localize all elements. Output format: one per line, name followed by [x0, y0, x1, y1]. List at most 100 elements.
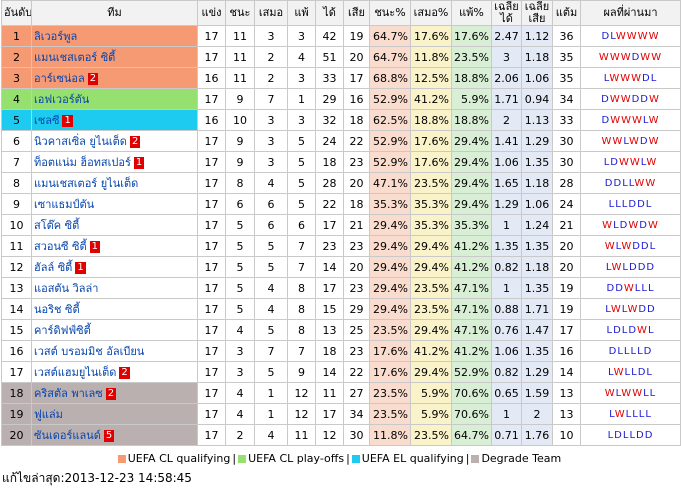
team-cell[interactable]: แอสตัน วิลล่า	[31, 277, 198, 299]
team-cell[interactable]: เวสต์ บรอมมิช อัลเบียน	[31, 340, 198, 362]
avg-against-cell: 0.94	[521, 88, 553, 110]
team-link[interactable]: เวสต์ บรอมมิช อัลเบียน	[34, 345, 145, 358]
team-link[interactable]: ลิเวอร์พูล	[34, 30, 78, 43]
team-link[interactable]: ฮัลล์ ซิตี้	[34, 261, 73, 274]
avg-for-cell: 3	[491, 46, 522, 68]
points-cell: 35	[552, 67, 581, 89]
header-goals-against[interactable]: เสีย	[343, 0, 370, 26]
header-drawn[interactable]: เสมอ	[254, 0, 288, 26]
drawn-cell: 4	[254, 172, 288, 194]
win-pct-cell: 35.3%	[369, 193, 411, 215]
team-link[interactable]: แมนเชสเตอร์ ซิตี้	[34, 51, 116, 64]
team-link[interactable]: เซาแธมป์ตัน	[34, 198, 95, 211]
team-cell[interactable]: สวอนซี ซิตี้ 1	[31, 235, 198, 257]
team-cell[interactable]: เวสต์แฮมยูไนเต็ด 2	[31, 361, 198, 383]
points-cell: 20	[552, 256, 581, 278]
form-text: WLDWDW	[602, 219, 659, 231]
avg-for-cell: 0.71	[491, 424, 522, 446]
team-link[interactable]: อาร์เซน่อล	[34, 72, 85, 85]
table-row: 8 แมนเชสเตอร์ ยูไนเต็ด 17 8 4 5 28 20 47.1% 23.5%…	[1, 172, 681, 194]
header-lost[interactable]: แพ้	[287, 0, 316, 26]
loss-pct-cell: 64.7%	[451, 424, 492, 446]
team-cell[interactable]: ท็อตแน่ม ฮ็อทสเปอร์ 1	[31, 151, 198, 173]
team-cell[interactable]: อาร์เซน่อล 2	[31, 67, 198, 89]
loss-pct-cell: 18.8%	[451, 109, 492, 131]
table-row: 17 เวสต์แฮมยูไนเต็ด 2 17 3 5 9 14 22 17.6% 29.4% 52…	[1, 361, 681, 383]
team-cell[interactable]: ลิเวอร์พูล	[31, 25, 198, 47]
team-link[interactable]: แมนเชสเตอร์ ยูไนเต็ด	[34, 177, 139, 190]
header-loss-pct[interactable]: แพ้%	[451, 0, 492, 26]
team-link[interactable]: นิวคาสเซิ่ล ยูไนเต็ด	[34, 135, 127, 148]
team-link[interactable]: นอริช ซิตี้	[34, 303, 80, 316]
loss-pct-cell: 29.4%	[451, 151, 492, 173]
goals-against-cell: 29	[343, 298, 370, 320]
team-cell[interactable]: แมนเชสเตอร์ ยูไนเต็ด	[31, 172, 198, 194]
team-cell[interactable]: คาร์ดิฟฟ์ซิตี้	[31, 319, 198, 341]
form-cell: LDWWLW	[580, 151, 681, 173]
team-cell[interactable]: นอริช ซิตี้	[31, 298, 198, 320]
drawn-cell: 6	[254, 193, 288, 215]
rank-cell: 13	[1, 277, 32, 299]
team-link[interactable]: เชลซี	[34, 114, 60, 127]
team-cell[interactable]: เซาแธมป์ตัน	[31, 193, 198, 215]
header-draw-pct[interactable]: เสมอ%	[410, 0, 452, 26]
team-link[interactable]: สโต๊ค ซิตี้	[34, 219, 80, 232]
header-team[interactable]: ทีม	[31, 0, 198, 26]
header-goals-for[interactable]: ได้	[315, 0, 344, 26]
draw-pct-cell: 18.8%	[410, 109, 452, 131]
avg-against-cell: 1.18	[521, 46, 553, 68]
team-link[interactable]: เวสต์แฮมยูไนเต็ด	[34, 366, 117, 379]
team-link[interactable]: แอสตัน วิลล่า	[34, 282, 99, 295]
team-cell[interactable]: ฟูแล่ม	[31, 403, 198, 425]
team-cell[interactable]: ซันเดอร์แลนด์ 5	[31, 424, 198, 446]
team-link[interactable]: เอฟเวอร์ตัน	[34, 93, 90, 106]
rank-cell: 11	[1, 235, 32, 257]
draw-pct-cell: 23.5%	[410, 172, 452, 194]
header-played[interactable]: แข่ง	[197, 0, 226, 26]
legend-item: UEFA CL play-offs	[238, 452, 344, 466]
goals-against-cell: 20	[343, 172, 370, 194]
rank-cell: 15	[1, 319, 32, 341]
team-link[interactable]: สวอนซี ซิตี้	[34, 240, 87, 253]
header-points[interactable]: แต้ม	[552, 0, 581, 26]
points-cell: 13	[552, 403, 581, 425]
team-link[interactable]: ท็อตแน่ม ฮ็อทสเปอร์	[34, 156, 131, 169]
team-cell[interactable]: เชลซี 1	[31, 109, 198, 131]
avg-against-cell: 1.35	[521, 277, 553, 299]
team-cell[interactable]: คริสตัล พาเลซ 2	[31, 382, 198, 404]
form-text: WWWDWW	[598, 51, 663, 63]
lost-cell: 11	[287, 424, 316, 446]
avg-against-cell: 1.18	[521, 172, 553, 194]
header-win-pct[interactable]: ชนะ%	[369, 0, 411, 26]
avg-for-cell: 1	[491, 277, 522, 299]
team-cell[interactable]: สโต๊ค ซิตี้	[31, 214, 198, 236]
team-link[interactable]: คาร์ดิฟฟ์ซิตี้	[34, 324, 91, 337]
team-cell[interactable]: แมนเชสเตอร์ ซิตี้	[31, 46, 198, 68]
points-cell: 17	[552, 319, 581, 341]
team-cell[interactable]: นิวคาสเซิ่ล ยูไนเต็ด 2	[31, 130, 198, 152]
legend-separator: |	[465, 452, 470, 465]
header-form[interactable]: ผลที่ผ่านมา	[580, 0, 681, 26]
form-cell: WLWWLL	[580, 382, 681, 404]
team-link[interactable]: ซันเดอร์แลนด์	[34, 429, 101, 442]
points-cell: 34	[552, 88, 581, 110]
goals-for-cell: 18	[315, 340, 344, 362]
draw-pct-cell: 29.4%	[410, 319, 452, 341]
avg-for-cell: 1.29	[491, 193, 522, 215]
header-avg-against[interactable]: เฉลี่ยเสีย	[521, 0, 553, 26]
points-cell: 20	[552, 235, 581, 257]
form-text: DWWWLW	[601, 114, 660, 126]
team-cell[interactable]: ฮัลล์ ซิตี้ 1	[31, 256, 198, 278]
header-won[interactable]: ชนะ	[225, 0, 255, 26]
header-avg-for[interactable]: เฉลี่ยได้	[491, 0, 522, 26]
header-rank[interactable]: อันดับ	[1, 0, 32, 26]
played-cell: 16	[197, 109, 226, 131]
avg-for-cell: 1	[491, 403, 522, 425]
points-cell: 19	[552, 298, 581, 320]
team-cell[interactable]: เอฟเวอร์ตัน	[31, 88, 198, 110]
team-link[interactable]: คริสตัล พาเลซ	[34, 387, 103, 400]
loss-pct-cell: 70.6%	[451, 403, 492, 425]
legend-swatch	[117, 455, 126, 463]
team-link[interactable]: ฟูแล่ม	[34, 408, 63, 421]
goals-against-cell: 22	[343, 130, 370, 152]
